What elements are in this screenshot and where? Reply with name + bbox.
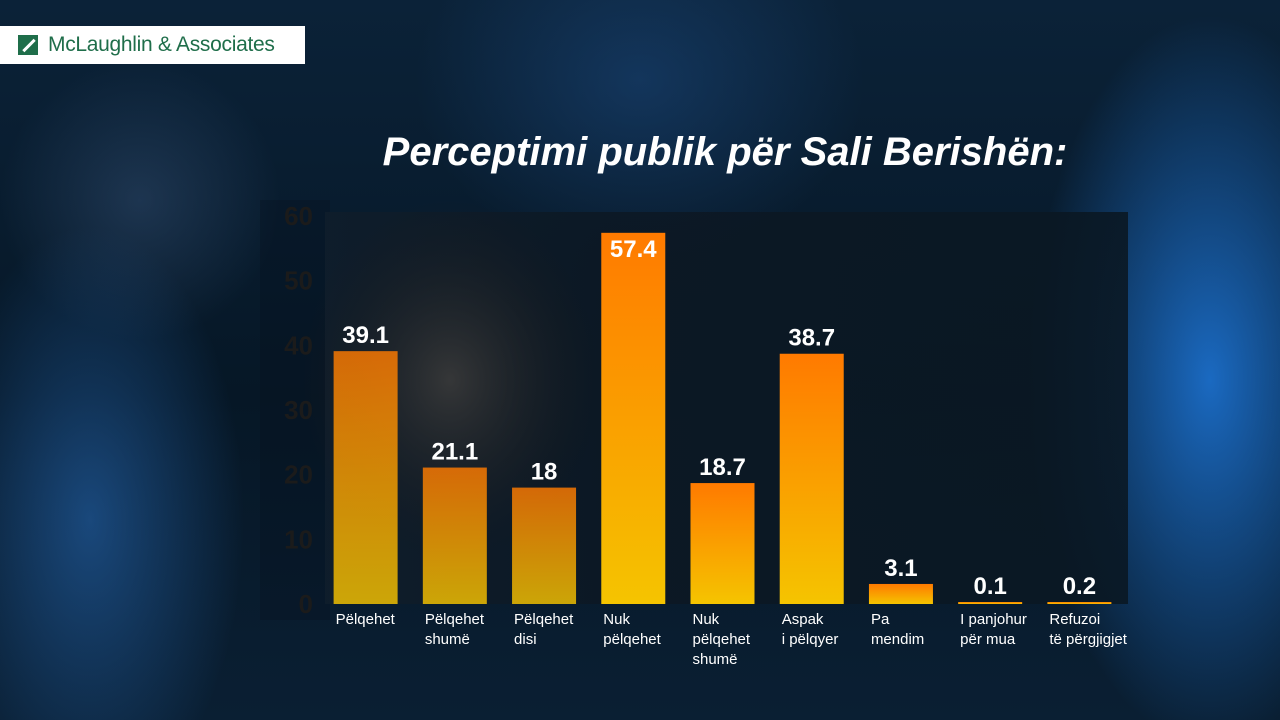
x-category-label-line: shumë <box>425 631 470 648</box>
y-tick-label: 20 <box>284 460 313 490</box>
bar-value-label: 39.1 <box>342 322 389 349</box>
bar-value-label: 38.7 <box>788 325 835 352</box>
y-tick-label: 60 <box>284 201 313 231</box>
x-category-label: Refuzoi të përgjigjet <box>1049 611 1127 648</box>
x-category-label-line: mendim <box>871 631 924 648</box>
x-category-label-line: I panjohur <box>960 611 1027 628</box>
bar <box>958 602 1023 604</box>
chart-title: Perceptimi publik për Sali Berishën: <box>382 130 1068 174</box>
x-category-label-line: pëlqehet <box>693 631 751 648</box>
x-category-label: Pëlqehet shumë <box>425 611 485 648</box>
logo-text: McLaughlin & Associates <box>48 33 275 56</box>
bar-value-label: 0.1 <box>973 573 1006 600</box>
x-category-label-line: disi <box>514 631 537 648</box>
category-labels-group: Pëlqehet Pëlqehet shumë Pëlqehet disi Nuk pëlq… <box>336 611 1128 668</box>
x-category-label-line: Pëlqehet <box>425 611 485 628</box>
x-category-label-line: pëlqehet <box>603 631 661 648</box>
value-labels-group: 39.1 21.1 18 57.4 18.7 38.7 3.1 0.1 0.2 <box>342 236 1096 600</box>
y-tick-label: 50 <box>284 266 313 296</box>
x-category-label-line: Pëlqehet <box>514 611 574 628</box>
x-category-label-line: të përgjigjet <box>1049 631 1127 648</box>
y-tick-label: 30 <box>284 395 313 425</box>
y-tick-label: 40 <box>284 330 313 360</box>
y-tick-label: 0 <box>299 589 313 619</box>
bar-value-label: 21.1 <box>431 439 478 466</box>
x-category-label-line: shumë <box>693 651 738 668</box>
x-category-label-line: Refuzoi <box>1049 611 1100 628</box>
x-category-label: Aspak i pëlqyer <box>782 611 839 648</box>
x-category-label-line: i pëlqyer <box>782 631 839 648</box>
bar <box>690 483 755 604</box>
bar-value-label: 18 <box>531 459 558 486</box>
bar-value-label: 18.7 <box>699 454 746 481</box>
logo-banner: McLaughlin & Associates <box>0 26 305 64</box>
logo-icon <box>18 35 38 55</box>
bar <box>779 353 844 604</box>
y-axis: 0 10 20 30 40 50 60 <box>284 201 313 619</box>
bar <box>422 467 487 604</box>
y-tick-label: 10 <box>284 524 313 554</box>
x-category-label: Nuk pëlqehet shumë <box>693 611 751 668</box>
bar <box>1047 602 1112 604</box>
bar-value-label: 57.4 <box>610 236 657 263</box>
bar-value-label: 3.1 <box>884 555 917 582</box>
bar <box>512 487 577 604</box>
bar <box>601 232 666 604</box>
x-category-label-line: Aspak <box>782 611 824 628</box>
x-category-label-line: Pa <box>871 611 890 628</box>
x-category-label: Nuk pëlqehet <box>603 611 661 648</box>
x-category-label-line: Pëlqehet <box>336 611 396 628</box>
x-category-label-line: Nuk <box>693 611 720 628</box>
x-category-label-line: për mua <box>960 631 1016 648</box>
bar <box>333 351 398 604</box>
x-category-label: Pëlqehet <box>336 611 396 628</box>
bar-value-label: 0.2 <box>1063 573 1096 600</box>
bars-group <box>333 232 1112 604</box>
x-category-label: I panjohur për mua <box>960 611 1027 648</box>
x-category-label-line: Nuk <box>603 611 630 628</box>
x-category-label: Pa mendim <box>871 611 924 648</box>
bar <box>868 583 933 604</box>
x-category-label: Pëlqehet disi <box>514 611 574 648</box>
